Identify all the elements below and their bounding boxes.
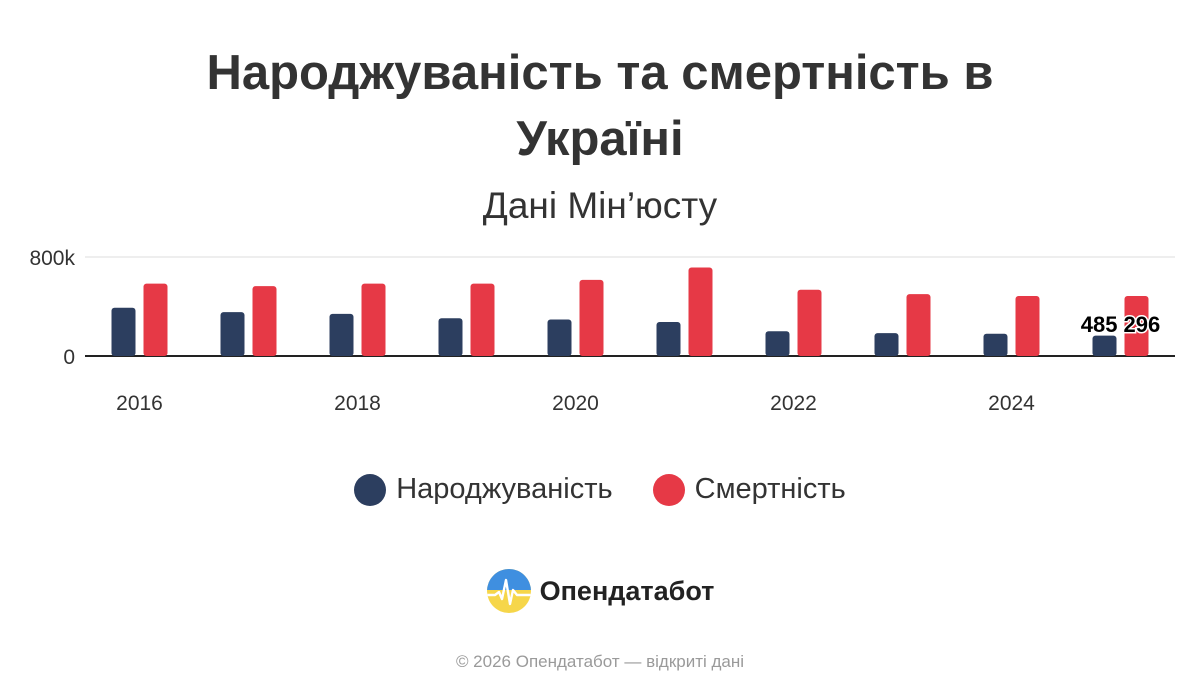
x-tick-label: 2016 [116,392,163,415]
bar-deaths [688,267,713,356]
y-tick-label: 800k [29,247,75,270]
y-tick-label: 0 [63,346,75,369]
bar-deaths [1015,295,1040,356]
footer-copyright: © 2026 Опендатабот — відкриті дані [455,652,745,671]
bar-births [438,318,463,356]
legend-item-deaths[interactable]: Смертність [652,473,846,506]
data-label: 485 296 [1081,312,1161,337]
brand: Опендатабот [0,568,1200,614]
bar-births [329,313,354,356]
chart-title: Народжуваність та смертність в Україні [0,40,1200,172]
legend-dot-births [354,473,387,506]
bar-births [1092,335,1117,356]
bar-births [874,333,899,356]
x-tick-label: 2020 [552,392,599,415]
x-tick-label: 2024 [988,392,1035,415]
chart-title-line-1: Народжуваність та смертність в [206,46,994,100]
bar-births [765,331,790,356]
bar-deaths [797,289,822,356]
brand-name: Опендатабот [539,575,715,606]
bar-deaths [1124,295,1149,356]
brand-logo-icon [486,569,531,613]
x-tick-label: 2018 [334,392,381,415]
bar-births [111,307,136,356]
bar-deaths [361,283,386,356]
bar-deaths [579,279,604,356]
legend-dot-deaths [652,473,685,506]
bar-chart: 0 800k 2016 2018 2020 2022 2024 485 296 [29,247,1175,415]
chart-subtitle: Дані Мін’юсту [482,185,718,226]
bar-births [547,319,572,356]
bar-deaths [143,283,168,356]
bar-deaths [470,283,495,356]
bar-deaths [252,286,277,356]
bar-births [220,312,245,356]
chart-legend: Народжуваність Смертність [0,473,1200,506]
bar-births [983,333,1008,356]
bar-births [656,321,681,356]
chart-title-line-2: Україні [516,112,684,166]
x-tick-label: 2022 [770,392,817,415]
legend-label-births: Народжуваність [396,473,613,505]
bar-deaths [906,294,931,356]
legend-label-deaths: Смертність [694,473,846,505]
legend-item-births[interactable]: Народжуваність [354,473,613,506]
